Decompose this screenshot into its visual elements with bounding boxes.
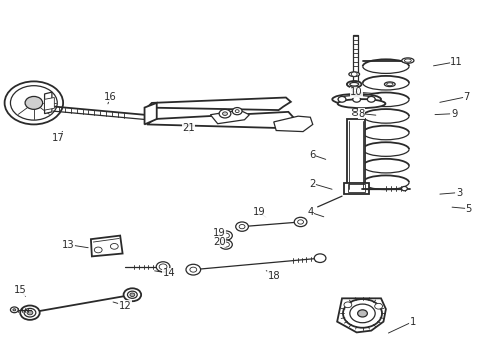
Circle shape <box>10 307 18 313</box>
Circle shape <box>314 254 325 262</box>
Ellipse shape <box>337 99 385 108</box>
Circle shape <box>366 96 374 102</box>
Polygon shape <box>336 298 385 332</box>
Polygon shape <box>147 98 290 110</box>
Text: 9: 9 <box>450 109 456 119</box>
Circle shape <box>219 240 232 249</box>
Polygon shape <box>210 110 249 124</box>
Text: 12: 12 <box>119 301 131 311</box>
Polygon shape <box>44 98 54 110</box>
Circle shape <box>235 222 248 231</box>
Text: 1: 1 <box>409 317 415 327</box>
Text: 2: 2 <box>309 179 315 189</box>
Circle shape <box>24 309 36 317</box>
Ellipse shape <box>404 59 410 62</box>
Text: 17: 17 <box>52 133 64 143</box>
Circle shape <box>342 299 381 328</box>
Circle shape <box>239 225 244 229</box>
Text: 3: 3 <box>455 188 461 198</box>
Circle shape <box>294 217 306 226</box>
Circle shape <box>189 267 196 272</box>
Circle shape <box>156 262 169 272</box>
Circle shape <box>130 293 135 297</box>
Circle shape <box>219 231 232 240</box>
Text: 13: 13 <box>61 239 74 249</box>
Ellipse shape <box>338 95 374 103</box>
Text: 8: 8 <box>358 109 364 119</box>
Circle shape <box>123 288 141 301</box>
Circle shape <box>349 304 374 323</box>
Circle shape <box>185 264 200 275</box>
Ellipse shape <box>331 94 380 105</box>
Polygon shape <box>273 116 312 132</box>
Bar <box>344 183 368 194</box>
Circle shape <box>159 264 166 270</box>
Ellipse shape <box>352 109 357 112</box>
Ellipse shape <box>386 83 392 86</box>
Ellipse shape <box>351 81 358 84</box>
Circle shape <box>232 108 242 115</box>
Polygon shape <box>147 112 293 128</box>
Ellipse shape <box>348 72 359 77</box>
Circle shape <box>25 96 42 109</box>
Circle shape <box>401 186 407 191</box>
Text: 19: 19 <box>212 228 225 238</box>
Circle shape <box>222 112 227 116</box>
Text: 10: 10 <box>349 87 362 97</box>
Ellipse shape <box>401 58 413 63</box>
Circle shape <box>4 81 63 125</box>
Polygon shape <box>144 103 157 125</box>
Circle shape <box>222 242 229 247</box>
Circle shape <box>219 109 230 118</box>
Circle shape <box>10 86 57 120</box>
Text: 11: 11 <box>449 57 462 67</box>
Text: 4: 4 <box>306 207 313 217</box>
Text: 18: 18 <box>267 271 280 281</box>
Bar <box>347 184 364 192</box>
Ellipse shape <box>351 85 358 88</box>
Text: 5: 5 <box>465 204 471 214</box>
Text: 20: 20 <box>212 237 225 247</box>
Circle shape <box>350 72 356 76</box>
Ellipse shape <box>384 82 394 87</box>
Ellipse shape <box>346 81 361 87</box>
Circle shape <box>13 309 16 311</box>
Text: 6: 6 <box>309 150 315 160</box>
Bar <box>346 119 365 191</box>
Circle shape <box>297 220 303 224</box>
Ellipse shape <box>351 93 358 96</box>
Ellipse shape <box>352 113 357 116</box>
Circle shape <box>127 291 137 298</box>
Circle shape <box>94 247 102 253</box>
Circle shape <box>357 310 366 317</box>
Ellipse shape <box>351 89 358 92</box>
Circle shape <box>222 233 229 238</box>
Circle shape <box>27 311 33 315</box>
Text: 14: 14 <box>163 268 175 278</box>
Circle shape <box>352 96 360 102</box>
Ellipse shape <box>349 82 358 86</box>
Text: 15: 15 <box>14 285 26 296</box>
Ellipse shape <box>351 105 357 108</box>
Polygon shape <box>44 92 52 114</box>
Polygon shape <box>91 235 122 256</box>
Circle shape <box>20 306 40 320</box>
Bar <box>352 35 357 83</box>
Ellipse shape <box>351 97 358 100</box>
Circle shape <box>337 96 345 102</box>
Ellipse shape <box>351 101 358 104</box>
Circle shape <box>110 243 118 249</box>
Text: 21: 21 <box>182 123 194 133</box>
Text: 19: 19 <box>252 207 265 217</box>
Circle shape <box>374 303 382 309</box>
Text: 16: 16 <box>104 92 117 102</box>
Text: 7: 7 <box>462 92 468 102</box>
Circle shape <box>343 302 351 308</box>
